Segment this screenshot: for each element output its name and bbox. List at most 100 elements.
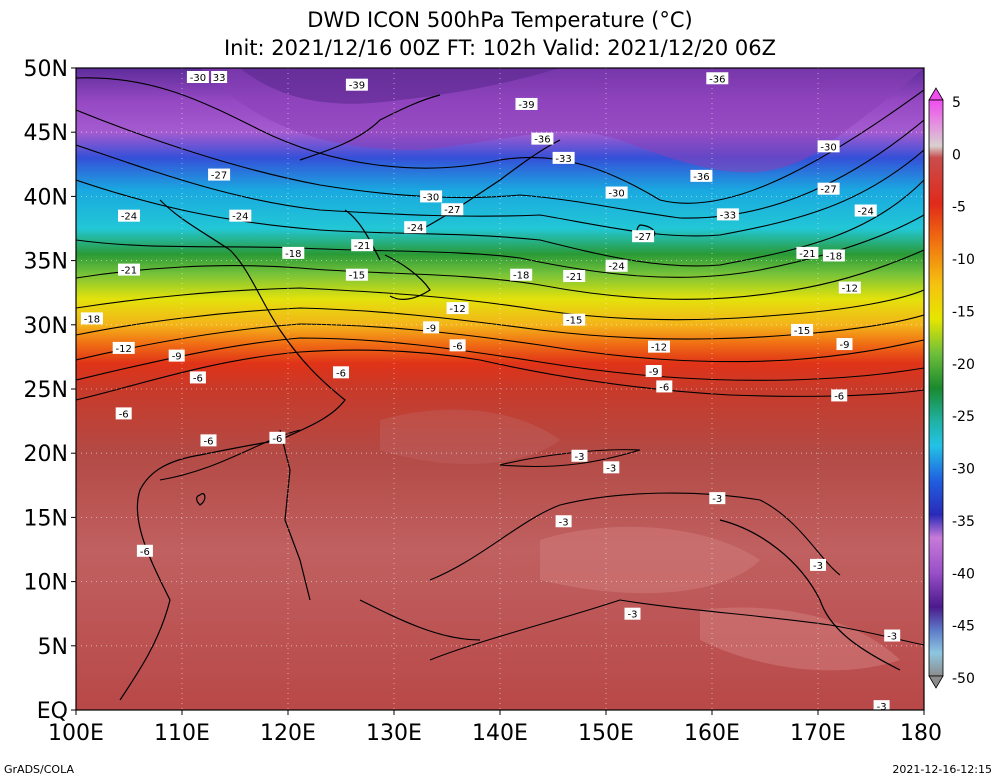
colorbar-label: -50 — [952, 671, 975, 687]
contour-label: -39 — [518, 100, 534, 111]
contour-label: -3 — [606, 463, 616, 474]
isotherm-lines — [76, 77, 924, 661]
contour-label-box — [112, 341, 135, 354]
contour-label-box — [822, 249, 845, 262]
warm-patch — [380, 409, 560, 464]
contour-label-box — [838, 281, 861, 294]
contour-label: -27 — [820, 185, 836, 196]
contour-label: -6 — [193, 373, 203, 384]
contour-label: -12 — [651, 343, 667, 354]
contour-label: -33 — [720, 210, 736, 221]
contour-label-box — [229, 209, 252, 222]
colorbar-scale — [928, 99, 944, 677]
contour-label: -18 — [513, 271, 529, 282]
latitude-axis: 50N 45N 40N 35N 30N 25N 20N 15N 10N 5N EQ — [24, 57, 76, 724]
colorbar-label: 5 — [952, 95, 961, 111]
lon-tick-label: 110E — [154, 721, 210, 746]
contour-label: -27 — [211, 171, 227, 182]
contour-label-box — [836, 338, 853, 351]
contour-label-box — [645, 365, 662, 378]
contour-label: -3 — [559, 517, 569, 528]
contour-label: -6 — [272, 434, 282, 445]
warm-patch — [540, 526, 760, 594]
contour-label-box — [449, 339, 466, 352]
contour-label: -24 — [858, 207, 874, 218]
contour-label: -9 — [840, 340, 850, 351]
contour-label: -15 — [794, 326, 810, 337]
contour-label-box — [873, 700, 890, 710]
contour-label: -21 — [566, 272, 582, 283]
contour-label: -3 — [813, 561, 823, 572]
lon-tick-label: 180 — [900, 721, 942, 746]
contour-label-box — [632, 230, 655, 243]
longitude-axis: 100E 110E 120E 130E 140E 150E 160E 170E 180 — [48, 710, 942, 746]
contour-label: -36 — [693, 172, 709, 183]
lon-tick-label: 160E — [684, 721, 740, 746]
contour-label: -9 — [172, 352, 182, 363]
contour-label-box — [441, 203, 464, 216]
contour-label-box — [884, 629, 901, 642]
contour-label-box — [115, 407, 132, 420]
contour-label: 33 — [213, 73, 226, 84]
contour-label: -6 — [834, 391, 844, 402]
contour-label: -30 — [608, 189, 624, 200]
contour-label: -15 — [349, 271, 365, 282]
contour-label-box — [168, 349, 185, 362]
contour-label-box — [136, 544, 153, 557]
contour-label: -9 — [426, 323, 436, 334]
contour-label: -24 — [407, 223, 423, 234]
lat-tick-label: 50N — [24, 57, 68, 82]
colorbar-label: -35 — [952, 514, 975, 530]
contour-label: -30 — [423, 192, 439, 203]
contour-label-box — [510, 268, 533, 281]
lat-tick-label: 40N — [24, 185, 68, 210]
contour-label: -21 — [354, 241, 370, 252]
lat-tick-label: 15N — [24, 506, 68, 531]
colorbar-label: -10 — [952, 252, 975, 268]
contour-label-box — [831, 389, 848, 402]
contour-label: -27 — [635, 232, 651, 243]
colorbar-label: -20 — [952, 357, 975, 373]
contour-label-box — [345, 78, 368, 91]
contour-label-box — [211, 70, 228, 83]
contour-label-box — [118, 209, 140, 222]
timestamp: 2021-12-16-12:15 — [892, 763, 992, 776]
contour-label: -21 — [799, 249, 815, 260]
software-credit: GrADS/COLA — [4, 763, 74, 776]
contour-label: -24 — [121, 212, 137, 223]
lat-tick-label: 10N — [24, 571, 68, 596]
contour-label-box — [563, 270, 586, 283]
lon-tick-label: 120E — [260, 721, 316, 746]
colorbar-label: -45 — [952, 619, 975, 635]
map-subtitle: Init: 2021/12/16 00Z FT: 102h Valid: 202… — [223, 36, 777, 60]
contour-labels: -30 33 -39 -39 -36 -36 -33 -30 -27 -36 -27 -30 -30 -2… — [80, 70, 901, 713]
contour-label: -3 — [712, 494, 722, 505]
colorbar-labels: 5 0 -5 -10 -15 -20 -25 -30 -35 -40 -45 -50 — [952, 95, 975, 687]
lon-tick-label: 140E — [472, 721, 528, 746]
lon-tick-label: 150E — [578, 721, 634, 746]
contour-label: -15 — [566, 316, 582, 327]
lat-tick-label: 30N — [24, 314, 68, 339]
contour-label: -39 — [349, 81, 365, 92]
cold-core — [240, 68, 560, 104]
map-title: DWD ICON 500hPa Temperature (°C) — [307, 8, 693, 32]
lat-tick-label: 20N — [24, 442, 68, 467]
contour-label-box — [571, 449, 588, 462]
contour-label: -3 — [877, 702, 887, 713]
contour-label-box — [80, 312, 103, 325]
contour-label: -12 — [842, 284, 858, 295]
contour-label-box — [690, 169, 713, 182]
contour-label: -6 — [659, 382, 669, 393]
colorbar-label: -30 — [952, 462, 975, 478]
contour-label-box — [817, 140, 840, 153]
contour-label: -18 — [285, 249, 301, 260]
contour-label-box — [118, 263, 140, 276]
lat-tick-label: 45N — [24, 121, 68, 146]
contour-label: -3 — [575, 452, 585, 463]
contour-label-box — [716, 208, 739, 221]
contour-label-box — [656, 380, 673, 393]
contour-label: -36 — [709, 74, 725, 85]
contour-label: -6 — [119, 409, 129, 420]
contour-label: -21 — [121, 266, 137, 277]
